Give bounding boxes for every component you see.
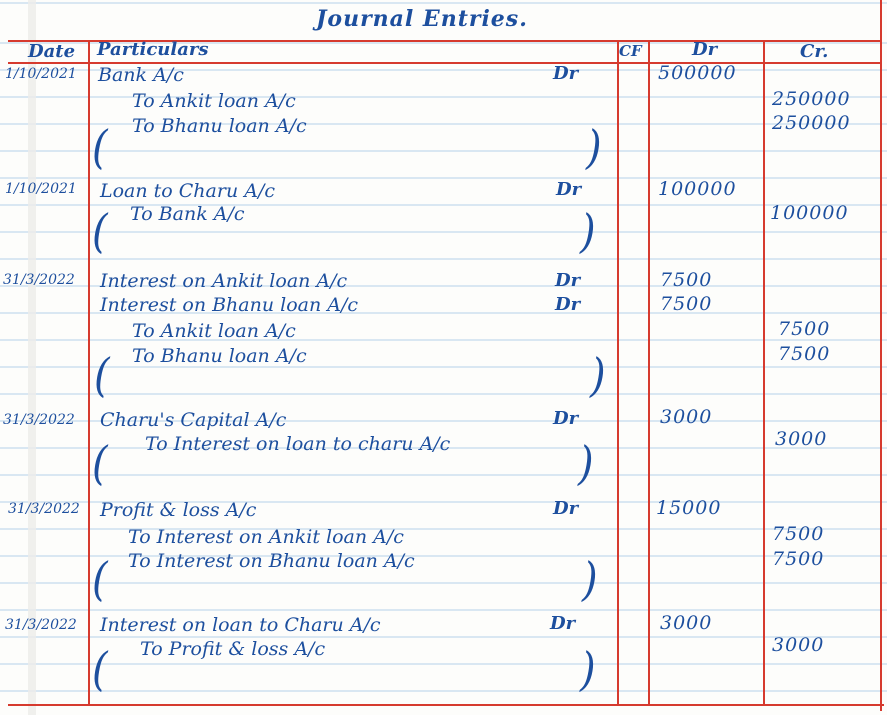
account-line-text: To Bank A/c: [130, 203, 245, 225]
table-header-bottom-line: [8, 62, 880, 64]
narration-bracket-open: (: [92, 643, 108, 697]
account-line-text: To Profit & loss A/c: [140, 638, 326, 660]
credit-amount: 250000: [772, 112, 851, 134]
col-header-dr: Dr: [692, 39, 718, 60]
debit-amount: 100000: [658, 178, 737, 200]
entry-date: 31/3/2022: [5, 617, 77, 633]
narration-bracket-close: ): [578, 437, 594, 491]
account-line-text: To Interest on loan to charu A/c: [145, 433, 451, 455]
debit-amount: 7500: [660, 293, 713, 315]
account-line-text: To Bhanu loan A/c: [132, 345, 307, 367]
narration-bracket-close: ): [590, 349, 606, 403]
dr-marker: Dr: [553, 63, 579, 84]
credit-amount: 7500: [772, 523, 825, 545]
narration-bracket-open: (: [94, 349, 110, 403]
account-line-text: To Ankit loan A/c: [132, 320, 296, 342]
debit-amount: 3000: [660, 406, 713, 428]
credit-amount: 7500: [778, 318, 831, 340]
narration-bracket-open: (: [92, 437, 108, 491]
debit-amount: 500000: [658, 62, 737, 84]
col-divider-particulars-cf: [617, 40, 619, 705]
account-line-text: Bank A/c: [98, 64, 184, 86]
page-title: Journal Entries.: [316, 6, 528, 32]
debit-amount: 7500: [660, 269, 713, 291]
col-header-date: Date: [28, 41, 76, 62]
account-line-text: To Interest on Bhanu loan A/c: [128, 550, 415, 572]
dr-marker: Dr: [555, 294, 581, 315]
account-line-text: Interest on Ankit loan A/c: [100, 270, 348, 292]
col-header-cr: Cr.: [800, 41, 829, 62]
page-right-edge-line: [880, 0, 882, 711]
narration-bracket-close: ): [580, 643, 596, 697]
dr-marker: Dr: [553, 498, 579, 519]
credit-amount: 3000: [772, 634, 825, 656]
table-header-top-line: [8, 40, 880, 42]
narration-bracket-open: (: [92, 205, 108, 259]
col-divider-dr-cr: [763, 40, 765, 705]
table-bottom-line: [8, 704, 884, 706]
narration-bracket-close: ): [586, 121, 602, 175]
col-header-particulars: Particulars: [97, 39, 209, 60]
notebook-margin-band: [28, 0, 36, 715]
account-line-text: Loan to Charu A/c: [100, 180, 275, 202]
account-line-text: Profit & loss A/c: [100, 499, 257, 521]
dr-marker: Dr: [550, 613, 576, 634]
dr-marker: Dr: [555, 270, 581, 291]
narration-bracket-open: (: [92, 121, 108, 175]
account-line-text: To Bhanu loan A/c: [132, 115, 307, 137]
entry-date: 1/10/2021: [5, 66, 77, 82]
col-header-cf: CF: [619, 42, 642, 60]
debit-amount: 3000: [660, 612, 713, 634]
account-line-text: Charu's Capital A/c: [100, 409, 287, 431]
entry-date: 31/3/2022: [8, 501, 80, 517]
debit-amount: 15000: [656, 497, 722, 519]
account-line-text: To Ankit loan A/c: [132, 90, 296, 112]
account-line-text: Interest on loan to Charu A/c: [100, 614, 381, 636]
entry-date: 31/3/2022: [3, 272, 75, 288]
credit-amount: 7500: [778, 343, 831, 365]
entry-date: 1/10/2021: [5, 181, 77, 197]
account-line-text: To Interest on Ankit loan A/c: [128, 526, 404, 548]
col-divider-date-particulars: [88, 40, 90, 705]
credit-amount: 250000: [772, 88, 851, 110]
dr-marker: Dr: [553, 408, 579, 429]
credit-amount: 3000: [775, 428, 828, 450]
dr-marker: Dr: [556, 179, 582, 200]
credit-amount: 100000: [770, 202, 849, 224]
col-divider-cf-dr: [648, 40, 650, 705]
account-line-text: Interest on Bhanu loan A/c: [100, 294, 359, 316]
narration-bracket-close: ): [582, 553, 598, 607]
narration-bracket-open: (: [92, 553, 108, 607]
credit-amount: 7500: [772, 548, 825, 570]
entry-date: 31/3/2022: [3, 412, 75, 428]
narration-bracket-close: ): [580, 205, 596, 259]
